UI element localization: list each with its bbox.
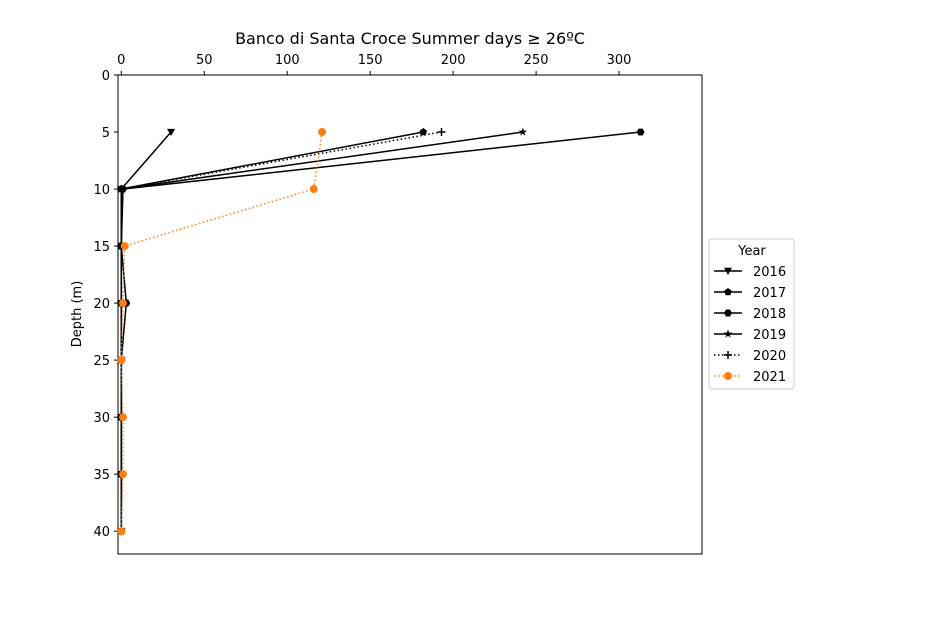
series-2018 — [117, 128, 645, 535]
legend-marker-2018 — [724, 309, 732, 317]
x-tick-label: 100 — [275, 53, 300, 68]
data-point-2016 — [167, 128, 176, 137]
legend-marker-2016 — [724, 267, 732, 275]
series-2019 — [117, 127, 527, 535]
legend-label-2016: 2016 — [753, 265, 786, 280]
series-2021 — [117, 128, 327, 536]
data-point-2021 — [118, 413, 127, 422]
y-tick-label: 15 — [93, 240, 110, 255]
x-tick-label: 150 — [358, 53, 383, 68]
x-tick-label: 250 — [524, 53, 549, 68]
data-point-2021 — [318, 128, 327, 137]
series-line-2018 — [120, 131, 641, 532]
legend-label-2018: 2018 — [753, 307, 786, 322]
legend: Year 2016 2017 2018 2019 2020 2021 — [708, 238, 795, 390]
legend-marker-2017 — [724, 288, 732, 296]
data-point-2020 — [117, 185, 126, 194]
series-2017 — [117, 128, 428, 535]
data-point-2021 — [120, 242, 129, 251]
x-axis: 0 50 100 150 200 250 300 — [117, 53, 631, 75]
series-line-2021 — [120, 131, 323, 532]
data-point-2021 — [117, 356, 126, 365]
data-point-2021 — [118, 299, 127, 308]
y-axis: 0 5 10 15 20 25 30 35 40 — [93, 69, 118, 540]
legend-marker-2020 — [724, 351, 732, 359]
data-point-2021 — [309, 185, 318, 194]
series-line-2020 — [120, 131, 442, 532]
legend-label-2019: 2019 — [753, 328, 786, 343]
series-group — [117, 127, 645, 536]
series-2020 — [117, 128, 446, 536]
legend-label-2021: 2021 — [753, 370, 786, 385]
y-tick-label: 20 — [93, 297, 110, 312]
legend-label-2020: 2020 — [753, 349, 786, 364]
data-point-2017 — [419, 128, 428, 136]
x-tick-label: 0 — [117, 53, 125, 68]
series-line-2016 — [120, 131, 172, 532]
legend-marker-2019 — [723, 329, 733, 338]
legend-label-2017: 2017 — [753, 286, 786, 301]
series-line-2019 — [120, 131, 523, 532]
plot-area — [117, 74, 703, 555]
chart-title: Banco di Santa Croce Summer days ≥ 26ºC — [235, 29, 585, 48]
y-tick-label: 10 — [93, 183, 110, 198]
data-point-2021 — [117, 527, 126, 536]
y-tick-label: 0 — [102, 69, 110, 84]
legend-marker-2021 — [724, 372, 732, 380]
data-point-2021 — [118, 470, 127, 479]
x-tick-label: 200 — [441, 53, 466, 68]
y-tick-label: 25 — [93, 354, 110, 369]
data-point-2019 — [518, 127, 527, 136]
x-tick-label: 50 — [196, 53, 213, 68]
y-tick-label: 40 — [93, 525, 110, 540]
data-point-2018 — [636, 128, 645, 136]
x-tick-label: 300 — [607, 53, 632, 68]
series-line-2017 — [120, 131, 424, 532]
legend-frame — [708, 238, 795, 390]
y-tick-label: 5 — [102, 126, 110, 141]
y-axis-label: Depth (m) — [70, 281, 85, 348]
data-point-2020 — [437, 128, 446, 137]
legend-title: Year — [737, 244, 766, 259]
y-tick-label: 30 — [93, 411, 110, 426]
y-tick-label: 35 — [93, 468, 110, 483]
